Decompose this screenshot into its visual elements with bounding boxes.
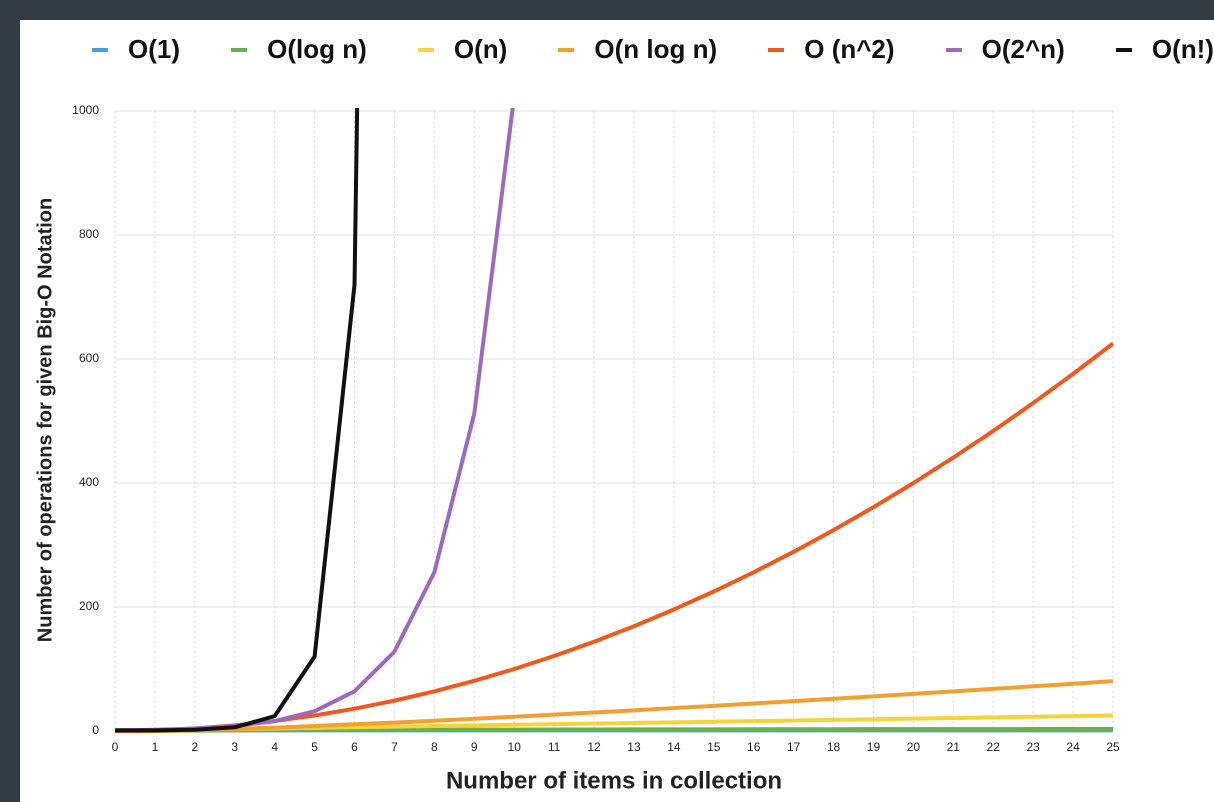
chart: Number of operations for given Big-O Not… xyxy=(34,103,1120,794)
series-line xyxy=(114,341,1115,733)
x-tick-label: 5 xyxy=(311,740,318,754)
x-tick-label: 17 xyxy=(787,740,801,754)
x-tick-label: 20 xyxy=(907,740,921,754)
series-line xyxy=(154,727,1114,733)
x-tick-label: 1 xyxy=(152,740,159,754)
y-tick-label: 400 xyxy=(79,475,99,489)
legend-item: O(n log n) xyxy=(558,34,717,65)
x-tick-label: 8 xyxy=(431,740,438,754)
y-tick-label: 0 xyxy=(92,723,99,737)
x-tick-label: 10 xyxy=(508,740,522,754)
legend-item: O(log n) xyxy=(231,34,367,65)
plot-lines xyxy=(114,108,1115,733)
legend-item: O(n!) xyxy=(1115,34,1214,65)
y-tick-label: 200 xyxy=(79,599,99,613)
x-tick-label: 18 xyxy=(827,740,841,754)
x-tick-label: 23 xyxy=(1026,740,1040,754)
legend-label: O(n!) xyxy=(1151,34,1214,64)
legend-label: O(n) xyxy=(453,34,508,64)
legend-item: O(n) xyxy=(417,34,508,65)
x-tick-label: 15 xyxy=(707,740,721,754)
x-tick-label: 3 xyxy=(231,740,238,754)
x-tick-label: 12 xyxy=(587,740,601,754)
legend-swatch xyxy=(1115,47,1132,52)
x-tick-label: 9 xyxy=(471,740,478,754)
x-tick-label: 24 xyxy=(1066,740,1080,754)
x-tick-label: 6 xyxy=(351,740,358,754)
legend-swatch xyxy=(558,47,575,52)
series-line xyxy=(115,108,360,733)
y-tick-label: 800 xyxy=(79,227,99,241)
x-axis-title: Number of items in collection xyxy=(446,767,782,794)
legend-label: O(1) xyxy=(128,34,180,64)
legend: O(1) O(log n) O(n) O(n log n) O (n^2) O(2^n) O… xyxy=(92,34,1214,65)
x-tick-label: 7 xyxy=(391,740,398,754)
x-tick-label: 22 xyxy=(987,740,1001,754)
y-axis-title: Number of operations for given Big-O Not… xyxy=(34,198,56,642)
legend-label: O (n^2) xyxy=(804,34,895,64)
y-tick-label: 1000 xyxy=(72,103,99,117)
legend-swatch xyxy=(768,47,785,52)
x-tick-label: 21 xyxy=(947,740,961,754)
x-tick-label: 25 xyxy=(1106,740,1120,754)
legend-label: O(log n) xyxy=(267,34,367,64)
x-tick-label: 19 xyxy=(867,740,881,754)
x-tick-label: 0 xyxy=(112,740,119,754)
legend-label: O(2^n) xyxy=(981,34,1065,64)
y-tick-label: 600 xyxy=(79,351,99,365)
legend-swatch xyxy=(92,47,108,52)
x-tick-label: 4 xyxy=(271,740,278,754)
legend-item: O(2^n) xyxy=(945,34,1065,65)
series-line xyxy=(115,679,1114,733)
legend-swatch xyxy=(417,47,434,52)
x-tick-label: 14 xyxy=(667,740,681,754)
legend-item: O(1) xyxy=(92,34,180,65)
legend-swatch xyxy=(231,47,248,52)
chart-panel: O(1) O(log n) O(n) O(n log n) O (n^2) O(2^n) O… xyxy=(20,20,1214,802)
x-tick-label: 16 xyxy=(747,740,761,754)
legend-item: O (n^2) xyxy=(768,34,895,65)
legend-label: O(n log n) xyxy=(594,34,718,64)
x-tick-label: 11 xyxy=(548,740,561,754)
x-tick-label: 13 xyxy=(627,740,641,754)
x-tick-label: 2 xyxy=(191,740,198,754)
legend-swatch xyxy=(945,47,962,52)
